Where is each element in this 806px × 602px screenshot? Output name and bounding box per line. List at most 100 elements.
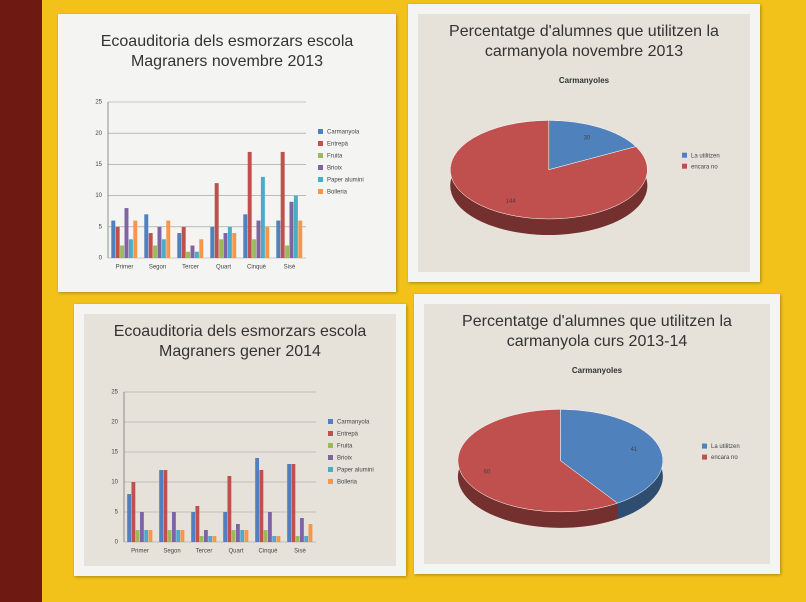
legend-swatch <box>318 129 323 134</box>
chart-subtitle: Carmanyoles <box>408 76 760 85</box>
bar <box>153 246 157 258</box>
legend-label: Brioix <box>337 456 352 462</box>
chart-panel: Ecoauditoria dels esmorzars escola Magra… <box>74 304 406 576</box>
y-tick-label: 20 <box>95 131 102 137</box>
bar <box>213 536 217 542</box>
bar <box>204 530 208 542</box>
x-tick-label: Tercer <box>196 549 213 555</box>
legend-swatch <box>328 431 333 436</box>
bar <box>296 536 300 542</box>
bar <box>285 246 289 258</box>
bar <box>120 246 124 258</box>
legend-swatch <box>702 455 707 460</box>
bar <box>210 227 214 258</box>
x-tick-label: Sisè <box>294 549 306 555</box>
bar <box>223 512 227 542</box>
bar <box>257 221 261 258</box>
bar <box>186 252 190 258</box>
y-tick-label: 15 <box>95 162 102 168</box>
bar <box>181 530 185 542</box>
chart-panel: Percentatge d'alumnes que utilitzen la c… <box>414 294 780 574</box>
bar <box>298 221 302 258</box>
bar <box>255 458 259 542</box>
bar <box>159 470 163 542</box>
legend-label: Entrepà <box>337 432 359 438</box>
legend-label: Brioix <box>327 166 342 172</box>
bar <box>228 227 232 258</box>
bar <box>199 239 203 258</box>
legend-swatch <box>318 177 323 182</box>
bar <box>265 227 269 258</box>
wall <box>0 0 42 602</box>
bar <box>191 512 195 542</box>
y-tick-label: 20 <box>111 420 118 426</box>
y-tick-label: 0 <box>115 540 119 546</box>
bar <box>177 233 181 258</box>
bar <box>162 239 166 258</box>
legend-swatch <box>318 165 323 170</box>
legend-label: Entrepà <box>327 142 349 148</box>
bar <box>127 494 131 542</box>
legend-swatch <box>702 444 707 449</box>
x-tick-label: Segon <box>163 549 180 555</box>
bar <box>149 530 153 542</box>
bar <box>248 152 252 258</box>
bar <box>290 202 294 258</box>
y-tick-label: 25 <box>95 100 102 106</box>
y-tick-label: 0 <box>99 256 103 262</box>
legend-label: Paper alumini <box>327 178 364 184</box>
y-tick-label: 15 <box>111 450 118 456</box>
bar <box>304 536 308 542</box>
legend-label: Bolleria <box>327 190 348 196</box>
bar <box>129 239 133 258</box>
bar <box>133 221 137 258</box>
bar <box>166 221 170 258</box>
chart-title: Percentatge d'alumnes que utilitzen la c… <box>428 22 740 62</box>
bar <box>224 233 228 258</box>
bar <box>149 233 153 258</box>
bar <box>276 221 280 258</box>
bar <box>272 536 276 542</box>
bar <box>191 246 195 258</box>
bar <box>172 512 176 542</box>
bar <box>232 233 236 258</box>
chart-subtitle: Carmanyoles <box>414 366 780 375</box>
bar <box>195 252 199 258</box>
legend-label: Fruita <box>327 154 343 160</box>
legend-label: La utilitzen <box>711 444 740 450</box>
x-tick-label: Cinquè <box>247 265 267 271</box>
legend-label: Bolleria <box>337 480 358 486</box>
chart-title: Percentatge d'alumnes que utilitzen la c… <box>434 312 760 352</box>
legend-label: Fruita <box>337 444 353 450</box>
y-tick-label: 25 <box>111 390 118 396</box>
bar <box>261 177 265 258</box>
bar <box>182 227 186 258</box>
bar <box>168 530 172 542</box>
bar <box>195 506 199 542</box>
bar <box>144 214 148 258</box>
legend-swatch <box>328 443 333 448</box>
legend-label: Carmanyola <box>327 130 360 136</box>
legend-label: La utilitzen <box>691 153 720 159</box>
bar <box>294 196 298 258</box>
bar <box>116 227 120 258</box>
x-tick-label: Sisè <box>284 265 296 271</box>
bar <box>136 530 140 542</box>
bar <box>281 152 285 258</box>
bar <box>227 476 231 542</box>
bar <box>215 183 219 258</box>
y-tick-label: 5 <box>99 224 103 230</box>
bar <box>176 530 180 542</box>
legend-swatch <box>318 189 323 194</box>
bar <box>300 518 304 542</box>
chart-panel: Percentatge d'alumnes que utilitzen la c… <box>408 4 760 282</box>
legend-swatch <box>328 419 333 424</box>
legend-swatch <box>682 164 687 169</box>
bar <box>140 512 144 542</box>
legend-label: Carmanyola <box>337 420 370 426</box>
legend-label: encara no <box>691 164 718 170</box>
bar <box>219 239 223 258</box>
